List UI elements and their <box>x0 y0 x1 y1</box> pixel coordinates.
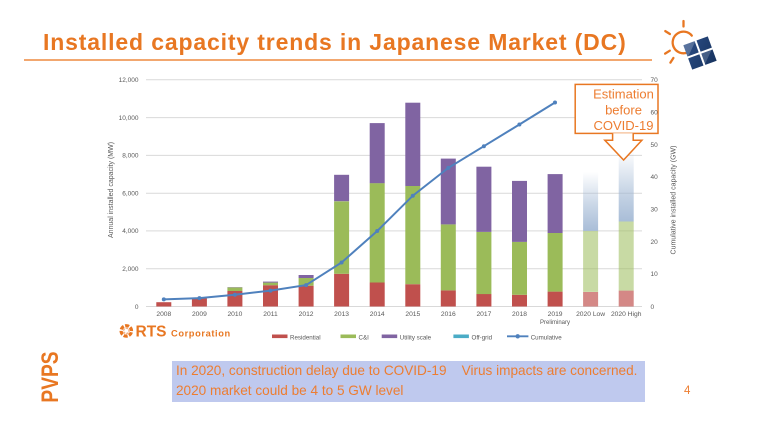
svg-text:12,000: 12,000 <box>119 77 139 84</box>
svg-text:10,000: 10,000 <box>119 115 139 122</box>
svg-text:C&I: C&I <box>359 334 370 341</box>
svg-text:Corporation: Corporation <box>171 329 231 339</box>
svg-text:2012: 2012 <box>299 311 314 318</box>
svg-text:40: 40 <box>651 174 659 181</box>
svg-text:8,000: 8,000 <box>122 153 139 160</box>
svg-text:Annual installed capacity (MW): Annual installed capacity (MW) <box>108 142 115 238</box>
svg-text:Cumulative: Cumulative <box>531 334 563 341</box>
svg-text:Utility scale: Utility scale <box>400 334 432 341</box>
svg-text:0: 0 <box>135 304 139 311</box>
svg-text:6,000: 6,000 <box>122 191 139 198</box>
svg-text:2019: 2019 <box>548 311 563 318</box>
svg-text:10: 10 <box>651 271 659 278</box>
svg-text:before: before <box>605 102 642 117</box>
svg-text:2017: 2017 <box>476 311 491 318</box>
svg-text:Residential: Residential <box>290 334 321 341</box>
svg-text:2020 Low: 2020 Low <box>576 311 605 318</box>
svg-text:2009: 2009 <box>192 311 207 318</box>
svg-text:Preliminary: Preliminary <box>540 320 570 326</box>
svg-text:2016: 2016 <box>441 311 456 318</box>
svg-text:30: 30 <box>651 207 659 214</box>
svg-text:2010: 2010 <box>227 311 242 318</box>
svg-text:50: 50 <box>651 142 659 149</box>
svg-text:Estimation: Estimation <box>593 87 654 102</box>
svg-text:2011: 2011 <box>263 311 278 318</box>
svg-text:Off-grid: Off-grid <box>472 334 493 341</box>
svg-text:COVID-19: COVID-19 <box>594 118 654 133</box>
svg-text:2020 High: 2020 High <box>611 311 642 318</box>
svg-text:2014: 2014 <box>370 311 385 318</box>
svg-text:70: 70 <box>651 77 659 84</box>
svg-text:2,000: 2,000 <box>122 266 139 273</box>
svg-text:2018: 2018 <box>512 311 527 318</box>
svg-text:4,000: 4,000 <box>122 228 139 235</box>
svg-text:RTS: RTS <box>136 324 167 341</box>
svg-text:20: 20 <box>651 239 659 246</box>
svg-text:2015: 2015 <box>405 311 420 318</box>
svg-text:Cumulative installed capacity: Cumulative installed capacity (GW) <box>671 146 678 255</box>
svg-text:2008: 2008 <box>156 311 171 318</box>
svg-text:0: 0 <box>651 304 655 311</box>
svg-text:2013: 2013 <box>334 311 349 318</box>
svg-text:60: 60 <box>651 110 659 117</box>
